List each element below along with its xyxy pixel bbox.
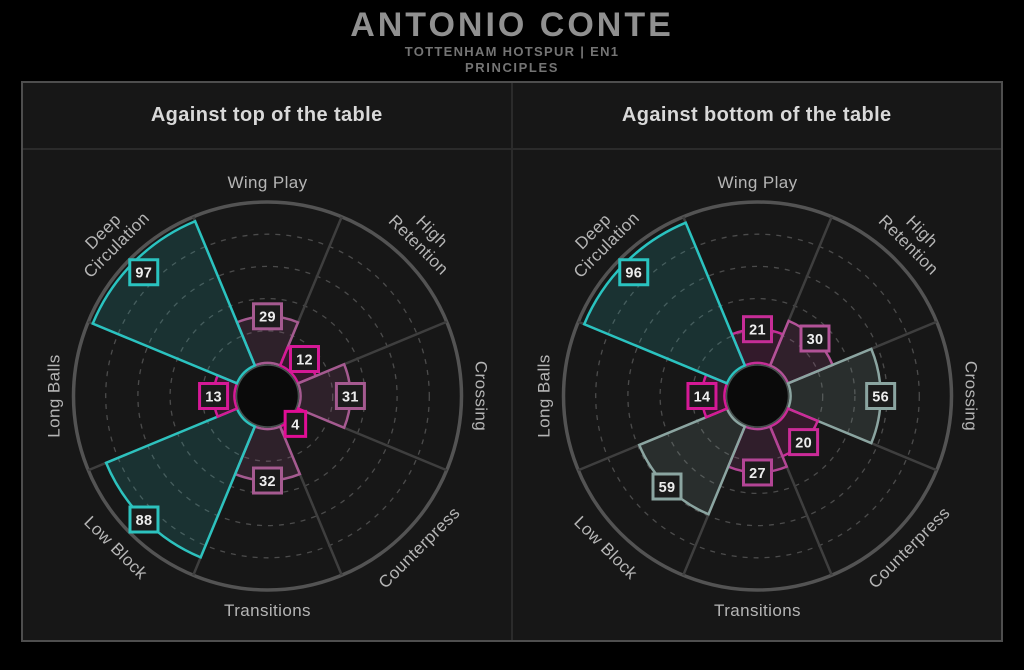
value-badge-number: 4 (291, 417, 299, 433)
panel-title-cell-bottom-table: Against bottom of the table (513, 83, 1002, 148)
axis-label-transitions: Transitions (714, 601, 801, 620)
value-badge-box (128, 258, 160, 287)
value-badge-wing-play: 29 (252, 302, 283, 331)
outer-ring (71, 200, 464, 592)
grid-circle (137, 265, 398, 527)
outer-ring (561, 200, 954, 592)
axis-label-wing-play: Wing Play (227, 173, 307, 192)
value-badge-box (252, 302, 283, 331)
axis-label-transitions: Transitions (224, 601, 311, 620)
value-badge-box (198, 382, 230, 410)
value-badge-crossing: 31 (334, 382, 366, 410)
value-badge-number: 56 (872, 389, 889, 405)
value-badge-number: 13 (205, 389, 222, 405)
value-badge-deep-circulation: 97 (128, 258, 160, 287)
page-subtitle: TOTTENHAM HOTSPUR | EN1 (404, 44, 620, 59)
chart-cell-top-table: Wing Play HighRetention Crossing Counterpre… (23, 150, 513, 640)
value-badge-number: 32 (259, 474, 276, 490)
value-badge-long-balls: 13 (198, 382, 230, 410)
value-badge-box (742, 315, 773, 344)
slice-low-block (104, 406, 257, 560)
grid-circle (201, 330, 334, 462)
comparison-panel: Against top of the table Against bottom … (21, 81, 1003, 642)
value-badge-number: 21 (749, 323, 766, 339)
axis-label-wing-play: Wing Play (717, 173, 797, 192)
axis-label-long-balls: Long Balls (535, 354, 554, 437)
value-badge-wing-play: 21 (742, 315, 773, 344)
slice-crossing (296, 362, 352, 430)
value-badge-counterpress: 20 (788, 428, 820, 457)
value-badge-number: 27 (749, 466, 766, 482)
panel-title-cell-top-table: Against top of the table (23, 83, 513, 148)
value-badge-crossing: 56 (865, 382, 897, 410)
chart-cell-bottom-table: Wing Play HighRetention Crossing Counterpre… (513, 150, 1002, 640)
slice-deep-circulation (582, 221, 747, 386)
page-title: ANTONIO CONTE (350, 6, 674, 44)
axis-label-high-retention: HighRetention (875, 198, 956, 279)
slice-crossing (786, 347, 882, 445)
axis-label-high-retention: HighRetention (385, 198, 466, 279)
page-header: ANTONIO CONTE TOTTENHAM HOTSPUR | EN1 PR… (0, 0, 1024, 76)
value-badge-box (799, 324, 831, 353)
slice-low-block (637, 406, 747, 516)
value-badge-number: 20 (795, 435, 812, 451)
value-badge-box (252, 466, 283, 495)
value-badge-box (618, 258, 650, 287)
value-badge-number: 14 (694, 389, 711, 405)
chart-title-top-table: Against top of the table (150, 104, 383, 126)
value-badge-high-retention: 30 (799, 324, 831, 353)
axis-label-crossing: Crossing (961, 361, 980, 431)
value-badge-number: 96 (625, 266, 642, 282)
grid-circle (595, 233, 920, 559)
pizza-chart-bottom-table: Wing PlayHighRetentionCrossingCounterpre… (535, 173, 981, 620)
value-badge-box (651, 472, 683, 501)
value-badge-number: 59 (659, 480, 676, 496)
value-badge-transitions: 27 (742, 458, 773, 487)
value-badge-number: 88 (136, 513, 153, 529)
grid-circle (659, 297, 856, 495)
value-badge-long-balls: 14 (686, 382, 718, 410)
value-badge-number: 30 (807, 332, 824, 348)
value-badge-counterpress: 4 (283, 409, 308, 438)
pizza-chart-top-table: Wing PlayHighRetentionCrossingCounterpre… (45, 173, 491, 620)
axis-label-low-block: Low Block (570, 512, 641, 583)
slice-deep-circulation (91, 219, 257, 386)
grid-circle (105, 233, 430, 559)
value-badge-low-block: 88 (128, 505, 160, 534)
center-hole (725, 364, 790, 428)
value-badge-box (788, 428, 820, 457)
axis-label-long-balls: Long Balls (45, 354, 64, 437)
value-badge-box (865, 382, 897, 410)
axis-label-crossing: Crossing (471, 361, 490, 431)
value-badge-box (742, 458, 773, 487)
center-hole (235, 364, 300, 428)
value-badge-number: 97 (135, 266, 152, 282)
value-badge-low-block: 59 (651, 472, 683, 501)
value-badge-transitions: 32 (252, 466, 283, 495)
value-badge-box (686, 382, 718, 410)
value-badge-number: 12 (296, 352, 313, 368)
value-badge-box (283, 409, 308, 438)
value-badge-box (288, 345, 320, 374)
panel-title-row: Against top of the table Against bottom … (23, 83, 1001, 150)
page-tagline: PRINCIPLES (464, 60, 559, 75)
value-badge-deep-circulation: 96 (618, 258, 650, 287)
value-badge-number: 31 (342, 389, 359, 405)
chart-title-bottom-table: Against bottom of the table (621, 104, 892, 126)
value-badge-number: 29 (259, 310, 276, 326)
value-badge-box (128, 505, 160, 534)
charts-row: Wing Play HighRetention Crossing Counterpre… (23, 150, 1001, 640)
value-badge-box (334, 382, 366, 410)
value-badge-high-retention: 12 (288, 345, 320, 374)
